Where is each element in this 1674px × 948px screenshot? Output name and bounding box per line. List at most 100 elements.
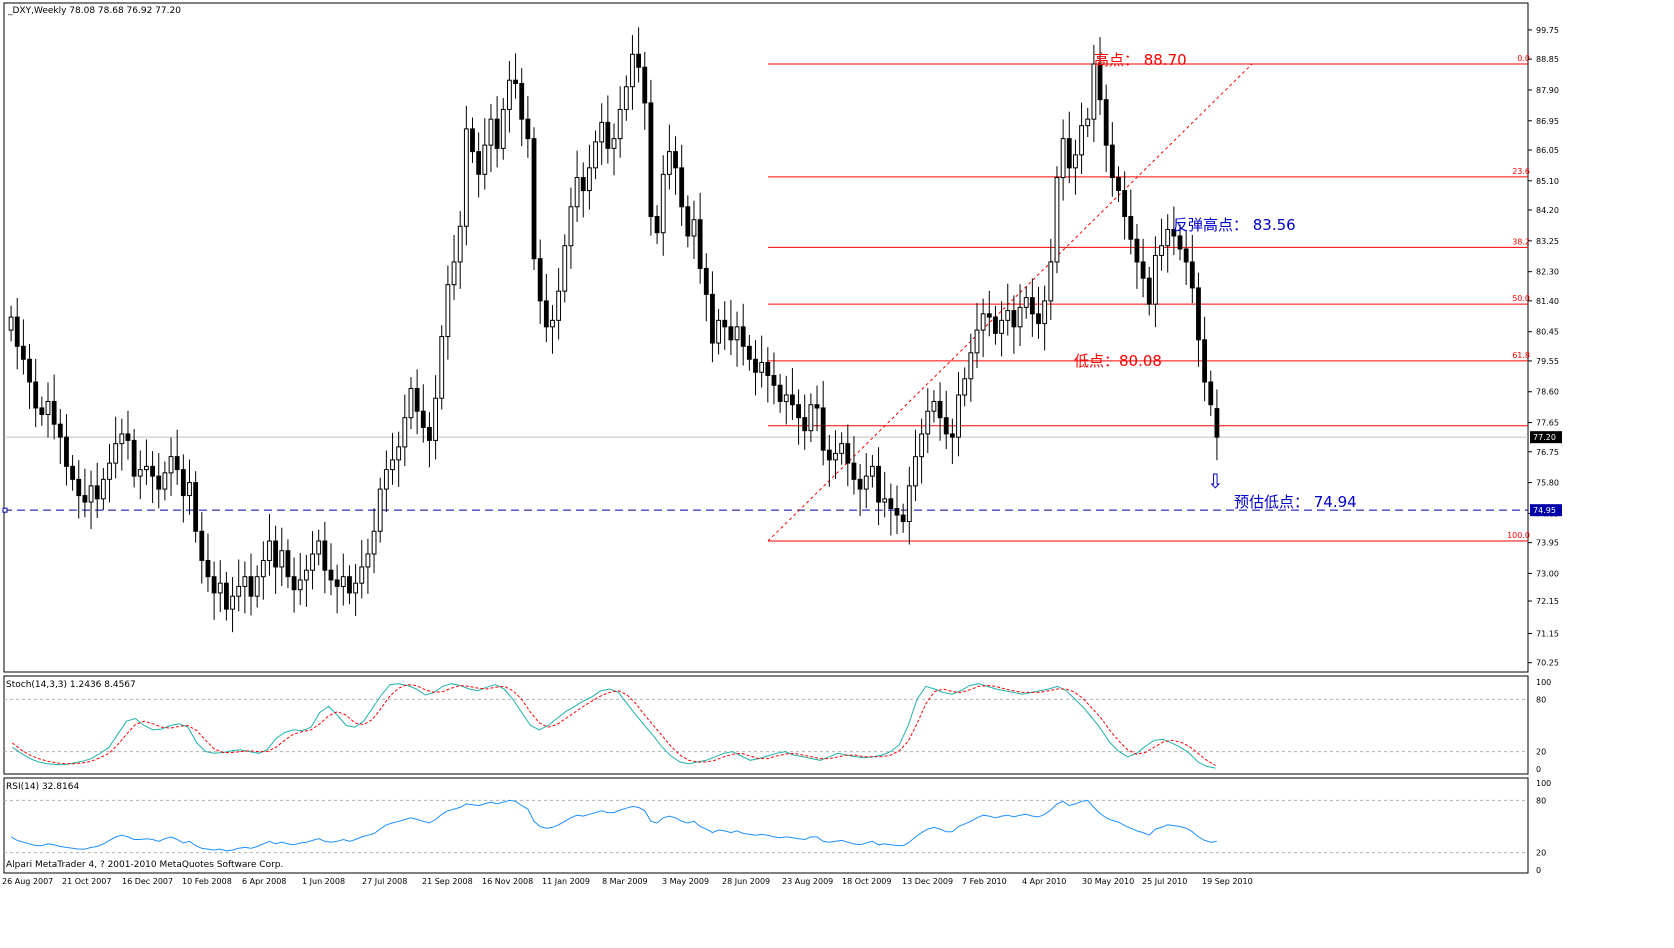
bullish-candle (396, 446, 402, 461)
price-tick-label: 79.55 (1536, 357, 1559, 366)
bullish-candle (457, 225, 463, 263)
date-label: 3 May 2009 (662, 877, 709, 886)
bullish-candle (168, 456, 174, 474)
bearish-candle (937, 400, 943, 419)
axes: 99.75 88.85 87.90 86.95 86.05 85.10 84.20 83.25… (2, 26, 1562, 886)
bearish-candle (900, 514, 906, 523)
bullish-candle (999, 319, 1005, 334)
bullish-candle (808, 404, 814, 432)
stochastic-lines (4, 683, 1528, 769)
bearish-candle (1122, 190, 1128, 218)
bearish-candle (285, 550, 291, 578)
bullish-candle (365, 553, 371, 568)
bullish-candle (1085, 118, 1091, 127)
bearish-candle (223, 582, 229, 610)
fib-level-label: 50.0 (1512, 294, 1530, 303)
price-tick-label: 73.00 (1536, 569, 1559, 578)
bullish-candle (433, 397, 438, 441)
bullish-candle (445, 284, 451, 338)
bullish-candle (1048, 261, 1054, 302)
bearish-candle (1140, 261, 1146, 279)
bullish-candle (925, 410, 931, 435)
bullish-candle (617, 108, 623, 140)
fibonacci-levels: 0.0 23.6 38.2 50.0 61.8 100.0 (767, 54, 1530, 542)
current-price-box (1530, 431, 1562, 444)
estimate-price-box (1530, 504, 1562, 517)
rsi-panel (3, 777, 1529, 874)
stoch-tick-label: 80 (1536, 695, 1546, 704)
bearish-candle (1036, 313, 1041, 325)
bearish-candle (180, 469, 186, 497)
bullish-candle (260, 559, 266, 578)
bearish-candle (765, 362, 771, 377)
bearish-candle (654, 216, 660, 234)
price-tick-label: 75.80 (1536, 479, 1559, 488)
bearish-candle (513, 79, 518, 84)
stoch-main-line (12, 683, 1216, 769)
price-tick-label: 84.20 (1536, 206, 1559, 215)
bullish-candle (310, 553, 315, 571)
bearish-candle (993, 316, 998, 334)
bearish-candle (1116, 177, 1121, 192)
bearish-candle (857, 478, 863, 490)
bearish-candle (802, 417, 808, 432)
bearish-candle (710, 293, 715, 344)
bearish-candle (156, 475, 162, 490)
price-tick-label: 80.45 (1536, 328, 1559, 337)
bullish-candle (107, 462, 112, 480)
estimate-handle (2, 507, 8, 513)
bullish-candle (783, 394, 789, 402)
main-panel (3, 2, 1529, 673)
bullish-candle (919, 433, 925, 458)
bullish-candle (593, 141, 598, 169)
bullish-candle (353, 582, 359, 594)
fib-level-label: 100.0 (1507, 531, 1530, 540)
bearish-candle (814, 404, 820, 409)
price-tick-label: 86.95 (1536, 117, 1559, 126)
price-tick-label: 82.30 (1536, 268, 1559, 277)
bearish-candle (943, 417, 949, 435)
bullish-candle (962, 378, 968, 396)
bearish-candle (1066, 138, 1072, 169)
bearish-candle (636, 53, 642, 68)
bearish-candle (347, 576, 352, 594)
bullish-candle (599, 121, 605, 143)
stoch-tick-label: 0 (1536, 765, 1541, 774)
date-label: 8 Mar 2009 (602, 877, 648, 886)
bullish-candle (839, 443, 845, 454)
bearish-candle (1171, 228, 1177, 237)
price-tick-label: 78.60 (1536, 388, 1559, 397)
bearish-candle (685, 206, 691, 237)
bullish-candle (482, 144, 488, 175)
bullish-candle (451, 261, 457, 286)
bullish-candle (1042, 300, 1048, 325)
annotation-high: 高点： 88.70 (1094, 51, 1187, 69)
bullish-candle (980, 313, 986, 331)
bullish-candle (1054, 177, 1060, 263)
bearish-candle (199, 530, 205, 561)
bearish-candle (679, 167, 685, 208)
bearish-candle (605, 121, 611, 149)
bullish-candle (734, 326, 740, 341)
bullish-candle (488, 118, 494, 146)
bullish-candle (716, 319, 721, 344)
bullish-candle (956, 394, 961, 438)
main-grid (2, 436, 1528, 513)
bearish-candle (728, 326, 734, 341)
bearish-candle (1097, 63, 1103, 101)
bearish-candle (291, 576, 297, 591)
bullish-candle (137, 469, 143, 477)
bearish-candle (771, 375, 777, 386)
price-tick-label: 72.15 (1536, 597, 1559, 606)
bullish-candle (162, 472, 168, 490)
bearish-candle (27, 358, 32, 383)
date-label: 30 May 2010 (1082, 877, 1134, 886)
bearish-candle (697, 219, 703, 269)
bearish-candle (64, 436, 69, 467)
bullish-candle (1165, 228, 1171, 247)
bullish-candle (119, 433, 125, 445)
candlesticks (8, 27, 1220, 633)
annotation-estimate: 预估低点： 74.94 (1234, 493, 1357, 511)
bearish-candle (20, 345, 26, 360)
